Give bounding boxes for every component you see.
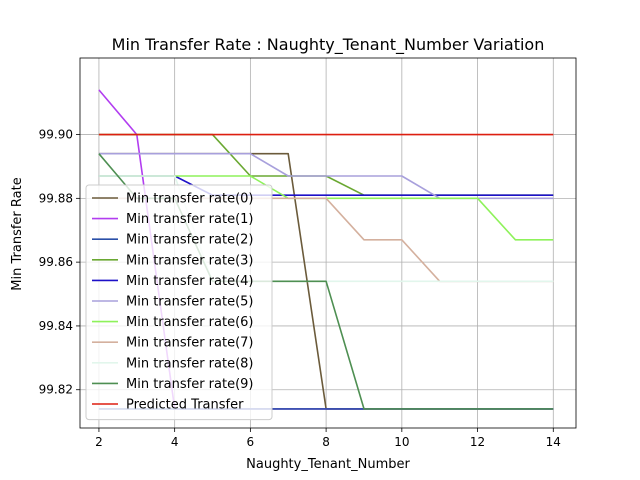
y-tick-label: 99.86 [39,255,73,269]
legend-label-8: Min transfer rate(8) [126,356,254,371]
y-tick-label: 99.88 [39,191,73,205]
x-tick-label: 4 [171,435,179,449]
y-axis-label: Min Transfer Rate [10,177,25,290]
x-tick-label: 2 [95,435,103,449]
legend-label-4: Min transfer rate(4) [126,274,254,289]
legend-label-10: Predicted Transfer [126,398,244,413]
series-lines [98,89,554,410]
y-axis-ticks: 99.82 99.84 99.86 99.88 99.90 [39,128,80,397]
chart-title: Min Transfer Rate : Naughty_Tenant_Numbe… [112,35,545,55]
x-tick-label: 8 [322,435,330,449]
y-tick-label: 99.90 [39,128,73,142]
legend-label-9: Min transfer rate(9) [126,377,254,392]
y-tick-label: 99.82 [39,383,73,397]
legend-label-6: Min transfer rate(6) [126,315,254,330]
x-tick-label: 12 [470,435,485,449]
legend-label-7: Min transfer rate(7) [126,336,254,351]
x-tick-label: 10 [394,435,409,449]
legend-label-1: Min transfer rate(1) [126,212,254,227]
plot-frame [79,57,577,429]
legend-box [85,184,273,421]
x-axis-ticks: 2 4 6 8 10 12 14 [95,428,561,449]
y-tick-label: 99.84 [39,319,73,333]
legend-label-5: Min transfer rate(5) [126,295,254,310]
x-axis-label: Naughty_Tenant_Number [246,457,410,472]
x-tick-label: 14 [546,435,561,449]
legend-label-2: Min transfer rate(2) [126,233,254,248]
x-tick-label: 6 [247,435,255,449]
legend-label-0: Min transfer rate(0) [126,192,254,207]
legend: Min transfer rate(0) Min transfer rate(1)… [85,184,273,421]
legend-label-3: Min transfer rate(3) [126,253,254,268]
